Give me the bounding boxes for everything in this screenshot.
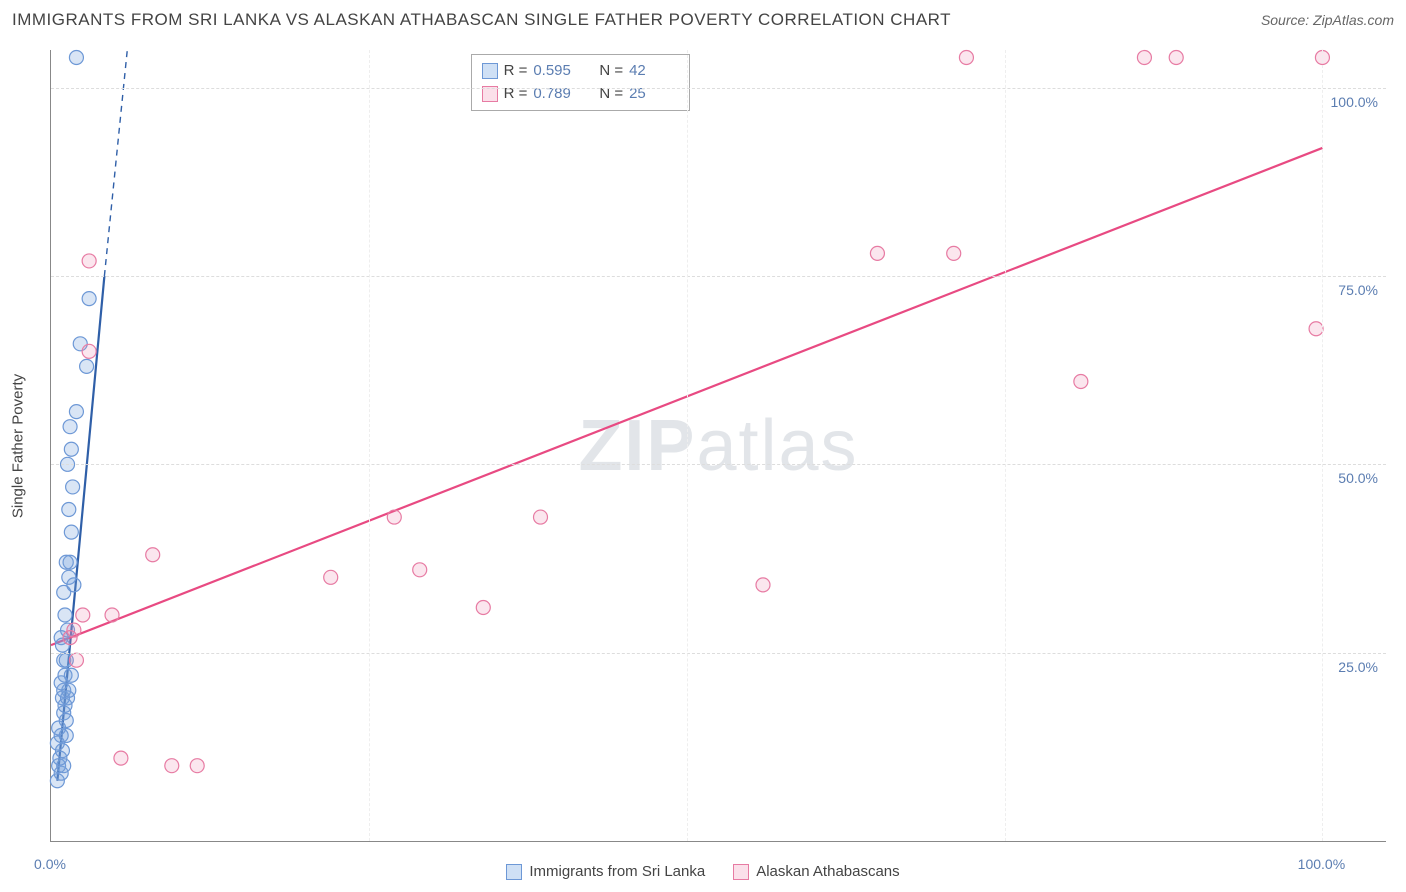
gridline-v (1005, 50, 1006, 841)
chart-source: Source: ZipAtlas.com (1261, 12, 1394, 28)
correlation-legend: R =0.595 N = 42 R =0.789 N = 25 (471, 54, 691, 111)
data-point-sri_lanka (64, 525, 78, 539)
legend-item-sri_lanka: Immigrants from Sri Lanka (506, 863, 705, 880)
r-label: R = (504, 60, 528, 83)
data-point-alaskan (165, 759, 179, 773)
data-point-sri_lanka (63, 420, 77, 434)
data-point-alaskan (69, 653, 83, 667)
data-point-alaskan (1137, 51, 1151, 65)
data-point-alaskan (82, 254, 96, 268)
n-label: N = (599, 83, 623, 106)
y-tick-label: 75.0% (1338, 282, 1378, 298)
r-label: R = (504, 83, 528, 106)
data-point-sri_lanka (62, 683, 76, 697)
data-point-alaskan (324, 570, 338, 584)
data-point-alaskan (387, 510, 401, 524)
data-point-sri_lanka (82, 292, 96, 306)
chart-svg (51, 50, 1386, 841)
data-point-sri_lanka (66, 480, 80, 494)
legend-item-alaskan: Alaskan Athabascans (733, 863, 899, 880)
x-tick-label: 100.0% (1298, 856, 1345, 872)
data-point-sri_lanka (64, 442, 78, 456)
corr-legend-row: R =0.595 N = 42 (482, 60, 680, 83)
data-point-alaskan (947, 246, 961, 260)
n-label: N = (599, 60, 623, 83)
data-point-sri_lanka (50, 736, 64, 750)
gridline-v (369, 50, 370, 841)
data-point-alaskan (105, 608, 119, 622)
chart-header: IMMIGRANTS FROM SRI LANKA VS ALASKAN ATH… (0, 0, 1406, 40)
data-point-alaskan (1309, 322, 1323, 336)
gridline-v (687, 50, 688, 841)
data-point-alaskan (114, 751, 128, 765)
y-tick-label: 25.0% (1338, 659, 1378, 675)
data-point-alaskan (67, 623, 81, 637)
y-axis-label: Single Father Poverty (10, 374, 27, 518)
n-value: 42 (629, 60, 679, 83)
series-legend: Immigrants from Sri Lanka Alaskan Athabas… (0, 863, 1406, 880)
legend-swatch (506, 864, 522, 880)
data-point-sri_lanka (69, 51, 83, 65)
data-point-sri_lanka (80, 359, 94, 373)
data-point-alaskan (534, 510, 548, 524)
legend-label: Immigrants from Sri Lanka (529, 863, 705, 880)
legend-label: Alaskan Athabascans (756, 863, 899, 880)
data-point-alaskan (146, 548, 160, 562)
data-point-sri_lanka (59, 713, 73, 727)
data-point-alaskan (1169, 51, 1183, 65)
corr-legend-row: R =0.789 N = 25 (482, 83, 680, 106)
gridline-v (1322, 50, 1323, 841)
data-point-alaskan (870, 246, 884, 260)
legend-swatch (482, 63, 498, 79)
r-value: 0.789 (533, 83, 583, 106)
chart-plot-area: ZIPatlas R =0.595N =42R =0.789N =25 25.0… (50, 50, 1386, 842)
gridline-h (51, 276, 1386, 277)
source-label: Source: (1261, 12, 1313, 28)
data-point-alaskan (476, 600, 490, 614)
data-point-alaskan (190, 759, 204, 773)
data-point-sri_lanka (59, 555, 73, 569)
data-point-sri_lanka (64, 668, 78, 682)
y-tick-label: 50.0% (1338, 470, 1378, 486)
source-value: ZipAtlas.com (1313, 12, 1394, 28)
data-point-alaskan (413, 563, 427, 577)
data-point-sri_lanka (62, 570, 76, 584)
r-value: 0.595 (533, 60, 583, 83)
gridline-h (51, 88, 1386, 89)
chart-title: IMMIGRANTS FROM SRI LANKA VS ALASKAN ATH… (12, 10, 951, 30)
data-point-sri_lanka (62, 503, 76, 517)
data-point-sri_lanka (69, 405, 83, 419)
data-point-alaskan (1074, 374, 1088, 388)
data-point-alaskan (82, 344, 96, 358)
data-point-sri_lanka (58, 608, 72, 622)
gridline-h (51, 653, 1386, 654)
trend-line-dashed-sri_lanka (104, 50, 127, 276)
legend-swatch (733, 864, 749, 880)
x-tick-label: 0.0% (34, 856, 66, 872)
data-point-alaskan (76, 608, 90, 622)
n-value: 25 (629, 83, 679, 106)
data-point-alaskan (756, 578, 770, 592)
gridline-h (51, 464, 1386, 465)
y-tick-label: 100.0% (1331, 94, 1378, 110)
data-point-alaskan (959, 51, 973, 65)
